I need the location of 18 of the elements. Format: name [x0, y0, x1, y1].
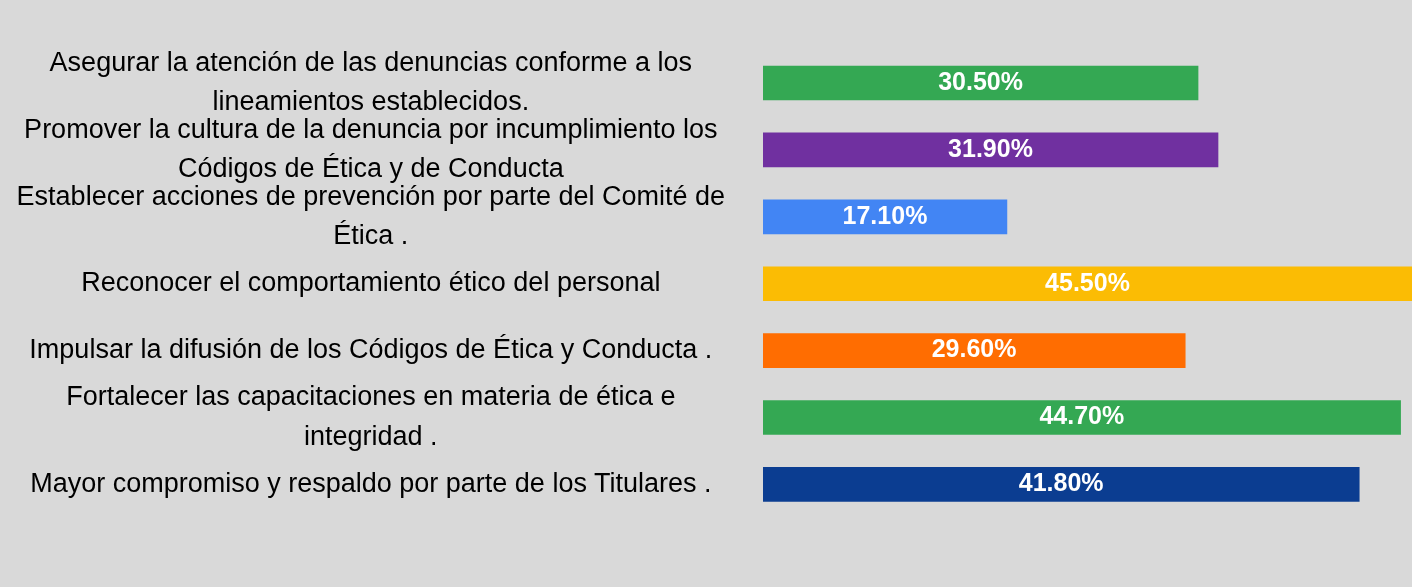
bar	[763, 266, 1412, 302]
y-tick-label: Reconocer el comportamiento ético del personal	[81, 267, 661, 298]
bar	[763, 333, 1186, 368]
data-label: 17.10%	[842, 200, 928, 229]
bar	[763, 400, 1401, 435]
bar	[763, 65, 1199, 101]
y-tick-label: Fortalecer las capacitaciones en materia de ética e integridad .	[66, 381, 676, 451]
data-label: 45.50%	[1045, 267, 1130, 296]
data-label: 30.50%	[938, 66, 1023, 95]
data-label: 31.90%	[948, 133, 1033, 162]
bar	[763, 132, 1219, 168]
data-label: 44.70%	[1039, 401, 1125, 430]
y-tick-label: Mayor compromiso y respaldo por parte de los Titulares .	[30, 467, 712, 498]
bar	[763, 467, 1360, 502]
data-label: 41.80%	[1018, 468, 1104, 497]
data-label: 29.60%	[931, 334, 1017, 363]
bar	[763, 199, 1008, 235]
y-tick-label: Impulsar la difusión de los Códigos de Ética y Conducta .	[29, 334, 713, 365]
